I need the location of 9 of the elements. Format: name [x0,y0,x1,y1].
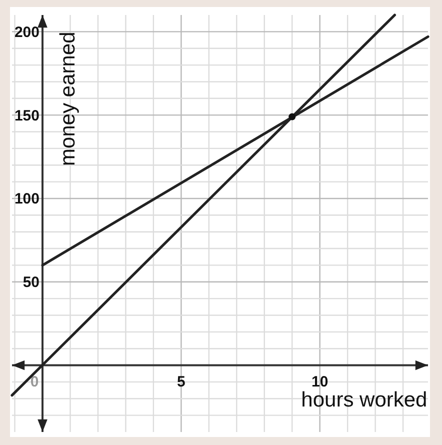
y-tick-label: 50 [22,274,40,292]
x-axis-title: hours worked [301,388,428,412]
x-tick-label: 10 [311,373,328,390]
y-axis-title: money earned [56,32,80,166]
y-tick-label: 100 [14,190,40,208]
y-tick-label: 150 [14,107,40,124]
y-tick-label: 200 [14,24,40,41]
x-tick-label: 5 [177,373,186,390]
x-tick-label: 0 [30,373,39,390]
